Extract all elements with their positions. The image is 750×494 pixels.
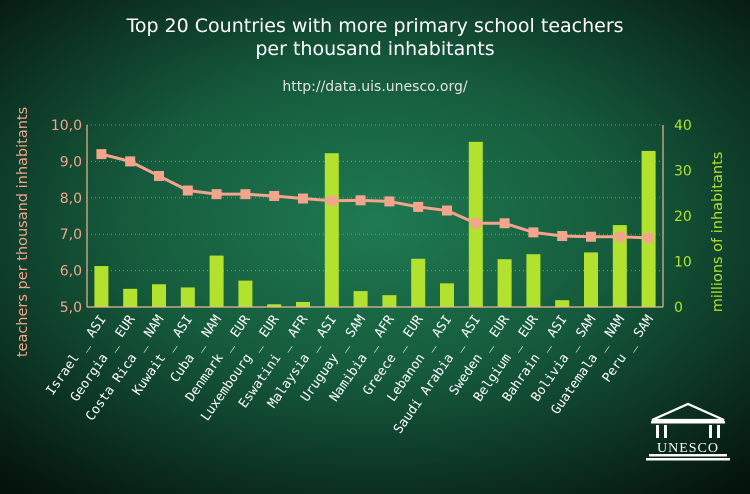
line-marker (499, 218, 510, 229)
line-marker (125, 156, 136, 167)
bar (94, 266, 109, 307)
bar (584, 252, 598, 307)
y-left-tick-label: 10,0 (51, 118, 82, 134)
bar (324, 153, 339, 307)
line-marker (528, 227, 539, 238)
line-marker (269, 190, 280, 201)
line-marker (96, 149, 107, 160)
bar (209, 255, 224, 307)
chart-title-line2: per thousand inhabitants (255, 38, 495, 60)
line-marker (614, 231, 625, 242)
line-marker (240, 189, 251, 200)
line-marker (326, 195, 337, 206)
line-marker (298, 193, 308, 204)
logo-text: UNESCO (657, 441, 719, 456)
y-left-tick-label: 8,0 (60, 191, 82, 207)
bar (267, 304, 282, 307)
line-marker (413, 201, 424, 212)
line-marker (384, 196, 395, 207)
y-left-tick-label: 6,0 (60, 264, 82, 280)
y-left-tick-label: 9,0 (60, 154, 82, 170)
bar (123, 288, 138, 307)
bar (382, 295, 397, 307)
y-right-tick-label: 40 (674, 118, 692, 134)
bar (238, 280, 253, 307)
y-right-tick-label: 30 (674, 164, 692, 180)
chart-subtitle-url: http://data.uis.unesco.org/ (282, 79, 468, 95)
bar (296, 301, 310, 307)
bar (526, 254, 541, 307)
bar (411, 258, 426, 307)
line-marker (355, 195, 366, 206)
line-marker (586, 231, 596, 242)
line-marker (154, 170, 164, 181)
y-left-axis-title: teachers per thousand inhabitants (15, 107, 31, 357)
chart-title-line1: Top 20 Countries with more primary schoo… (126, 15, 624, 37)
bar (555, 300, 570, 307)
bar (641, 150, 656, 307)
bar (440, 283, 454, 307)
line-marker (182, 185, 193, 196)
line-marker (211, 189, 222, 200)
bar (152, 284, 166, 307)
bar (353, 291, 368, 307)
y-left-tick-label: 5,0 (60, 300, 82, 316)
line-marker (557, 231, 568, 242)
y-right-axis-title: millions of inhabitants (710, 152, 726, 313)
unesco-logo: UNESCO (646, 402, 730, 461)
bar (612, 225, 627, 307)
line-marker (643, 232, 654, 243)
y-right-tick-label: 0 (674, 300, 683, 316)
line-series (101, 152, 649, 240)
bar (497, 259, 512, 307)
bar (180, 287, 195, 307)
y-right-tick-label: 10 (674, 255, 692, 271)
y-left-tick-label: 7,0 (60, 227, 82, 243)
line-marker (470, 218, 481, 229)
line-marker (442, 205, 452, 216)
y-right-tick-label: 20 (674, 209, 692, 225)
